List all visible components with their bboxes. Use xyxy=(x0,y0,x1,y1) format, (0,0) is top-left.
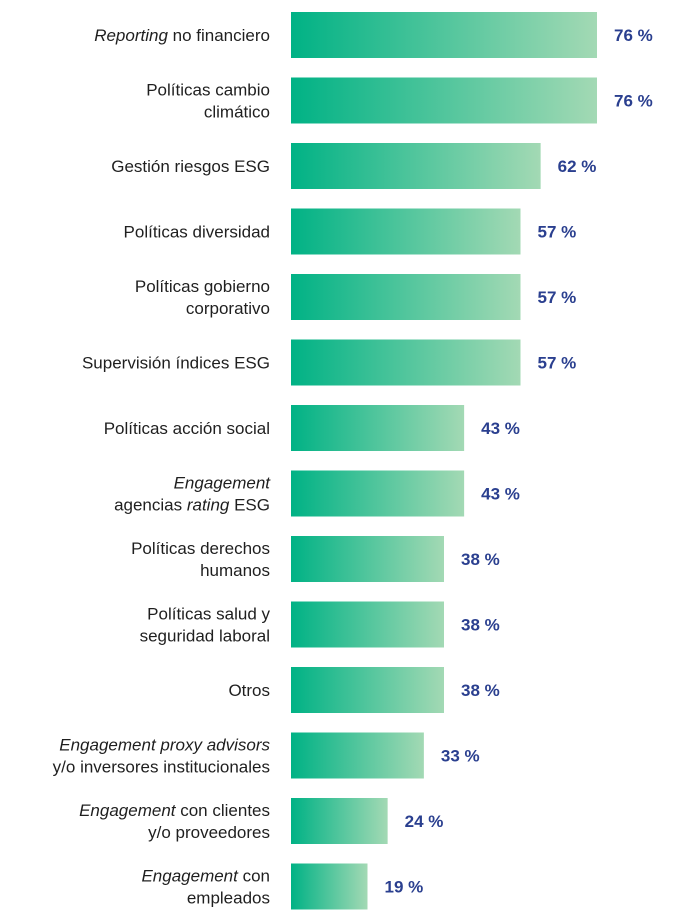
bar xyxy=(291,339,521,386)
value-label: 38 % xyxy=(461,681,500,700)
category-label: Políticas salud y seguridad laboral xyxy=(140,605,271,646)
category-label: Políticas acción social xyxy=(104,419,270,438)
category-label: Engagement con clientes y/o proveedores xyxy=(79,801,270,842)
bar xyxy=(291,274,521,320)
value-label: 57 % xyxy=(538,354,577,373)
bar xyxy=(291,12,597,58)
value-label: 19 % xyxy=(385,878,424,897)
bar xyxy=(291,143,541,189)
value-label: 38 % xyxy=(461,616,500,635)
bar xyxy=(291,77,597,124)
category-label: Políticas derechos humanos xyxy=(131,539,270,580)
bar xyxy=(291,536,444,582)
value-label: 38 % xyxy=(461,550,500,569)
value-label: 62 % xyxy=(558,157,597,176)
bar-group: 76 % Reporting no financiero 76 % Políticas… xyxy=(53,12,653,910)
bar xyxy=(291,798,388,844)
bar xyxy=(291,470,465,517)
bar xyxy=(291,667,444,713)
bar xyxy=(291,732,424,779)
category-label: Supervisión índices ESG xyxy=(82,354,270,373)
value-label: 24 % xyxy=(405,812,444,831)
value-label: 57 % xyxy=(538,223,577,242)
category-label: Otros xyxy=(228,681,270,700)
category-label: Gestión riesgos ESG xyxy=(111,157,270,176)
category-label: Políticas diversidad xyxy=(124,223,270,242)
value-label: 43 % xyxy=(481,485,520,504)
category-label: Políticas gobierno corporativo xyxy=(135,277,270,318)
bar xyxy=(291,208,521,255)
value-label: 76 % xyxy=(614,92,653,111)
category-label: Políticas cambio climático xyxy=(146,81,270,122)
bar xyxy=(291,863,368,910)
value-label: 57 % xyxy=(538,288,577,307)
value-label: 33 % xyxy=(441,747,480,766)
bar xyxy=(291,405,465,451)
value-label: 76 % xyxy=(614,26,653,45)
category-label: Engagement con empleados xyxy=(141,867,270,908)
category-label: Reporting no financiero xyxy=(94,26,270,45)
category-label: Engagement agencias rating ESG xyxy=(114,474,271,515)
value-label: 43 % xyxy=(481,419,520,438)
category-label: Engagement proxy advisors y/o inversores … xyxy=(53,736,271,777)
bar xyxy=(291,601,444,648)
